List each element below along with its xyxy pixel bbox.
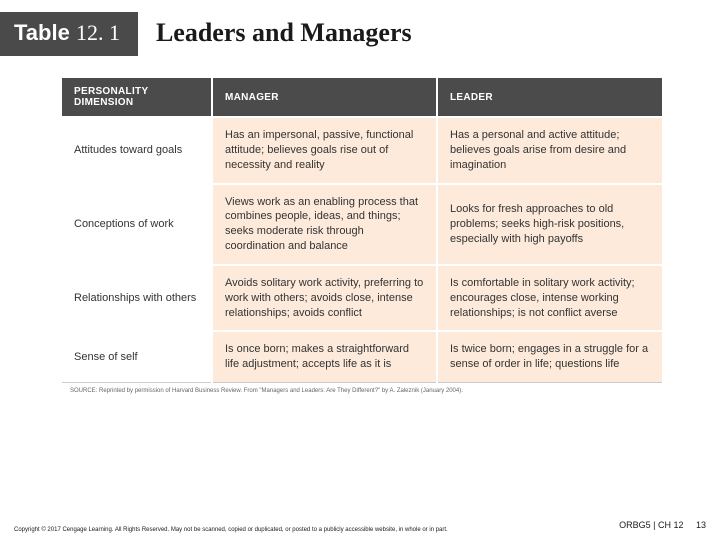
cell-dimension: Conceptions of work xyxy=(62,184,212,265)
cell-manager: Avoids solitary work activity, preferrin… xyxy=(212,265,437,332)
title-bar: Table 12. 1 Leaders and Managers xyxy=(0,0,720,56)
table-row: Attitudes toward goals Has an impersonal… xyxy=(62,117,662,184)
table-source-row: SOURCE: Reprinted by permission of Harva… xyxy=(62,383,662,400)
cell-manager: Has an impersonal, passive, functional a… xyxy=(212,117,437,184)
page-number: 13 xyxy=(696,520,706,530)
tab-number: 12. 1 xyxy=(76,20,120,45)
col-header-leader: LEADER xyxy=(437,78,662,117)
table-number-tab: Table 12. 1 xyxy=(0,12,138,56)
col-header-dimension: PERSONALITY DIMENSION xyxy=(62,78,212,117)
table-row: Relationships with others Avoids solitar… xyxy=(62,265,662,332)
page-title: Leaders and Managers xyxy=(138,12,412,48)
table-row: Conceptions of work Views work as an ena… xyxy=(62,184,662,265)
cell-leader: Is comfortable in solitary work activity… xyxy=(437,265,662,332)
cell-manager: Views work as an enabling process that c… xyxy=(212,184,437,265)
cell-leader: Looks for fresh approaches to old proble… xyxy=(437,184,662,265)
cell-dimension: Relationships with others xyxy=(62,265,212,332)
tab-prefix: Table xyxy=(14,20,70,45)
slide: Table 12. 1 Leaders and Managers PERSONA… xyxy=(0,0,720,540)
table-source: SOURCE: Reprinted by permission of Harva… xyxy=(62,383,662,400)
cell-leader: Has a personal and active attitude; beli… xyxy=(437,117,662,184)
table-row: Sense of self Is once born; makes a stra… xyxy=(62,331,662,382)
cell-manager: Is once born; makes a straightforward li… xyxy=(212,331,437,382)
cell-dimension: Attitudes toward goals xyxy=(62,117,212,184)
leaders-managers-table: PERSONALITY DIMENSION MANAGER LEADER Att… xyxy=(62,78,662,399)
footer-right: ORBG5 | CH 12 13 xyxy=(619,520,706,530)
book-ref: ORBG5 | CH 12 xyxy=(619,520,683,530)
cell-leader: Is twice born; engages in a struggle for… xyxy=(437,331,662,382)
cell-dimension: Sense of self xyxy=(62,331,212,382)
copyright-text: Copyright © 2017 Cengage Learning. All R… xyxy=(14,527,448,534)
col-header-manager: MANAGER xyxy=(212,78,437,117)
table-header-row: PERSONALITY DIMENSION MANAGER LEADER xyxy=(62,78,662,117)
